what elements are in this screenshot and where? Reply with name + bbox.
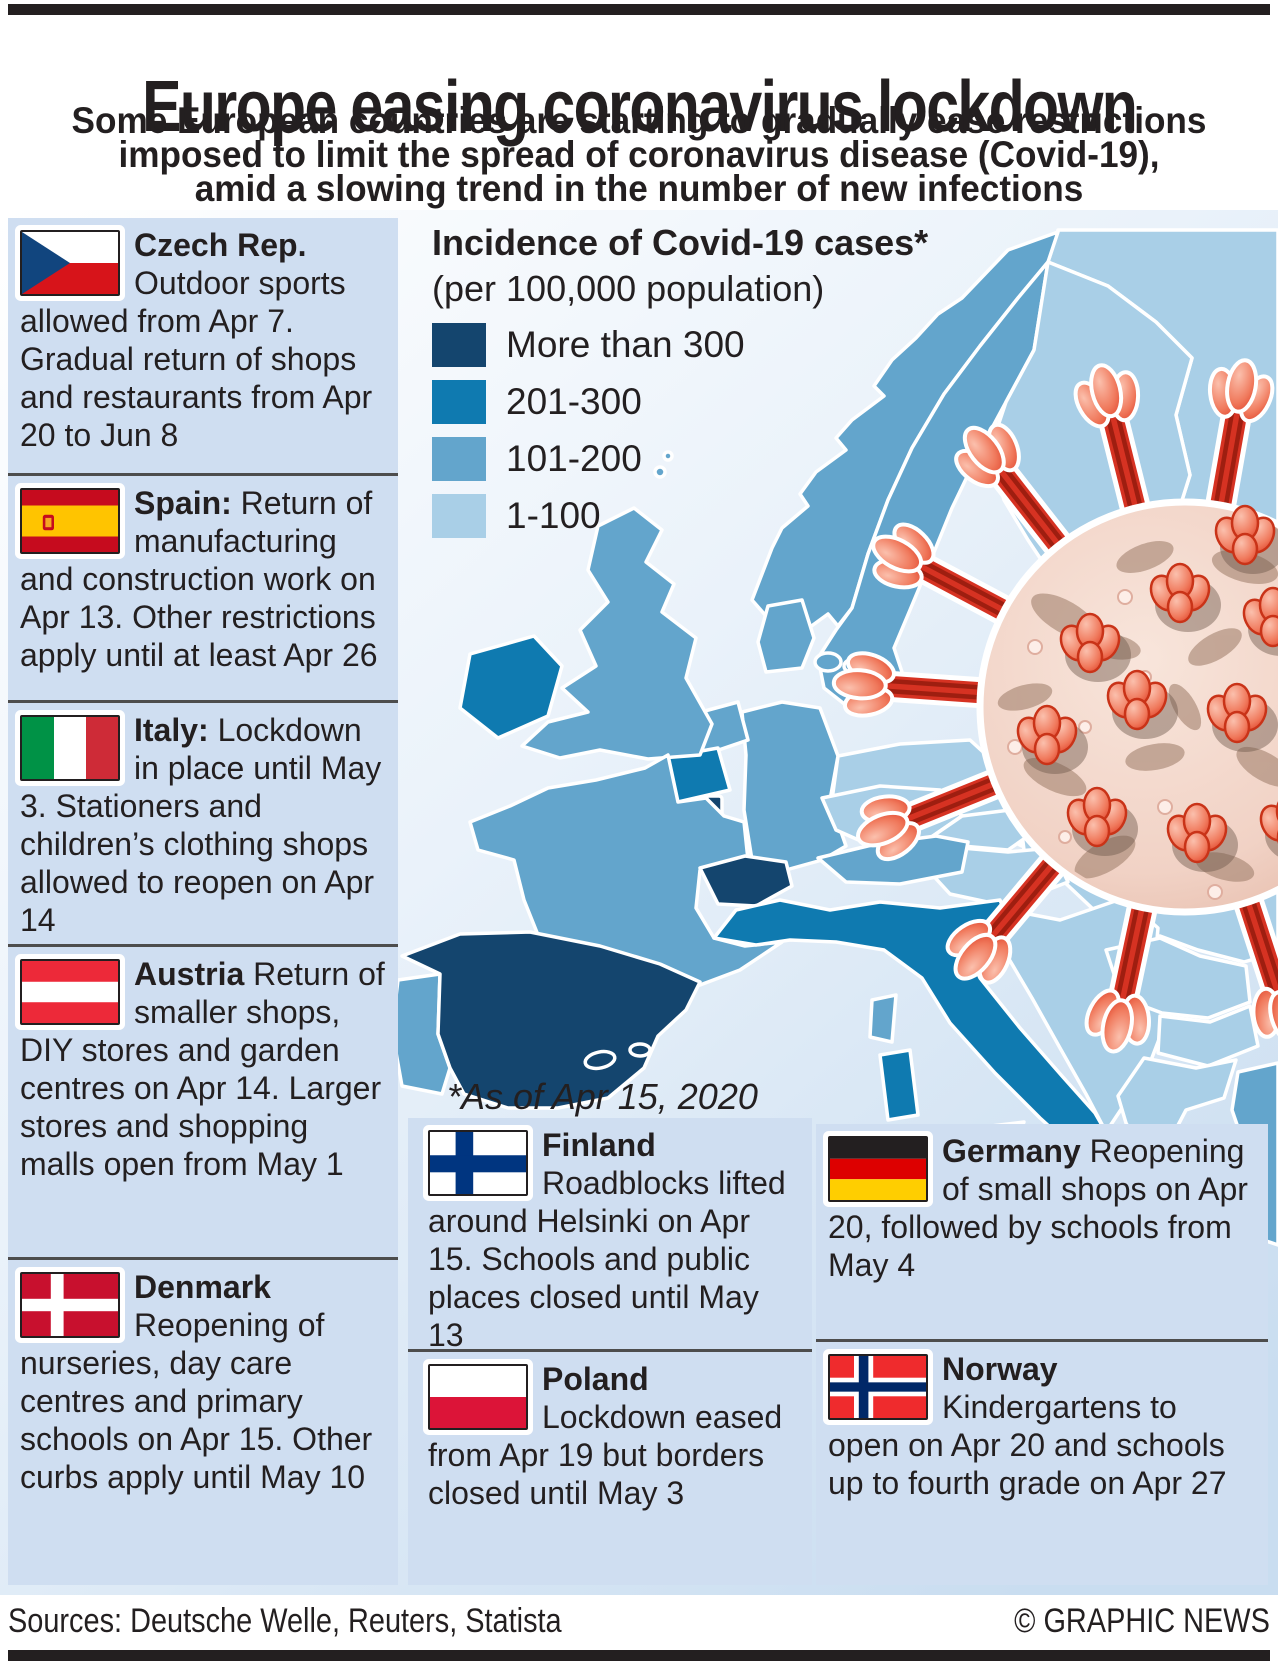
- legend-item: 201-300: [432, 380, 952, 424]
- legend-swatch-more-than-300: [432, 323, 486, 367]
- entry-denmark: Denmark Reopening of nurseries, day care…: [8, 1260, 398, 1585]
- legend-item: 1-100: [432, 494, 952, 538]
- coronavirus-illustration: [831, 354, 1278, 1059]
- subtitle-line: imposed to limit the spread of coronavir…: [118, 134, 1160, 175]
- denmark-islands: [813, 651, 843, 673]
- legend-swatch-201-300: [432, 380, 486, 424]
- country-denmark: [756, 598, 816, 674]
- entry-text: Return of manufacturing and construction…: [20, 485, 378, 673]
- mid-country-panel: Finland Roadblocks lifted around Helsink…: [408, 1118, 812, 1585]
- legend-title: Incidence of Covid-19 cases*: [432, 222, 929, 263]
- italy-flag-icon: [20, 715, 120, 781]
- entry-country: Italy:: [134, 712, 209, 748]
- legend-item: More than 300: [432, 323, 952, 367]
- entry-text: Lockdown eased from Apr 19 but borders c…: [428, 1399, 783, 1511]
- shetland-islands: [653, 465, 667, 479]
- entry-country: Denmark: [134, 1269, 271, 1305]
- entry-text: Outdoor sports allowed from Apr 7. Gradu…: [20, 265, 373, 453]
- country-bulgaria: [1156, 1004, 1260, 1068]
- entry-country: Finland: [542, 1127, 656, 1163]
- island-corsica: [868, 993, 898, 1044]
- poland-flag-icon: [428, 1364, 528, 1430]
- credit-line: © GRAPHIC NEWS: [1014, 1602, 1270, 1640]
- entry-text: Lockdown in place until May 3. Stationer…: [20, 712, 382, 938]
- bottom-rule: [8, 1650, 1270, 1661]
- sources-line: Sources: Deutsche Welle, Reuters, Statis…: [8, 1602, 562, 1640]
- czech-flag-icon: [20, 230, 120, 296]
- entry-text: Return of smaller shops, DIY stores and …: [20, 956, 385, 1182]
- austria-flag-icon: [20, 959, 120, 1025]
- entry-country: Norway: [942, 1351, 1058, 1387]
- country-switzerland: [698, 854, 794, 908]
- legend-subtitle: (per 100,000 population): [432, 268, 825, 309]
- subtitle-line: Some European countries are starting to …: [71, 100, 1207, 141]
- subtitle-line: amid a slowing trend in the number of ne…: [194, 168, 1084, 209]
- entry-italy: Italy: Lockdown in place until May 3. St…: [8, 703, 398, 947]
- page-subtitle: Some European countries are starting to …: [0, 100, 1278, 209]
- entry-poland: Poland Lockdown eased from Apr 19 but bo…: [408, 1352, 812, 1585]
- left-country-panel: Czech Rep. Outdoor sports allowed from A…: [8, 218, 398, 1585]
- legend-item: 101-200: [432, 437, 952, 481]
- finland-flag-icon: [428, 1130, 528, 1196]
- entry-finland: Finland Roadblocks lifted around Helsink…: [408, 1118, 812, 1352]
- entry-norway: Norway Kindergartens to open on Apr 20 a…: [816, 1342, 1268, 1585]
- entry-country: Poland: [542, 1361, 649, 1397]
- norway-flag-icon: [828, 1354, 928, 1420]
- top-rule: [8, 4, 1270, 15]
- entry-text: Roadblocks lifted around Helsinki on Apr…: [428, 1165, 786, 1352]
- entry-country: Czech Rep.: [134, 227, 307, 263]
- balearic-islands: [583, 1049, 617, 1071]
- country-sweden: [816, 260, 1050, 712]
- entry-text: Kindergartens to open on Apr 20 and scho…: [828, 1389, 1227, 1501]
- country-ireland: [458, 634, 564, 740]
- entry-text: Reopening of small shops on Apr 20, foll…: [828, 1133, 1248, 1283]
- entry-germany: Germany Reopening of small shops on Apr …: [816, 1124, 1268, 1342]
- page-title: Europe easing coronavirus lockdown: [141, 67, 1138, 148]
- legend-label: 1-100: [506, 495, 601, 536]
- entry-austria: Austria Return of smaller shops, DIY sto…: [8, 947, 398, 1260]
- country-spain: [400, 930, 702, 1110]
- entry-czech: Czech Rep. Outdoor sports allowed from A…: [8, 218, 398, 476]
- island-sardinia: [878, 1048, 920, 1122]
- entry-country: Spain:: [134, 485, 232, 521]
- legend-label: More than 300: [506, 324, 745, 365]
- legend-label: 201-300: [506, 381, 642, 422]
- legend-swatch-101-200: [432, 437, 486, 481]
- asof-note: *As of Apr 15, 2020: [447, 1076, 758, 1117]
- legend-label: 101-200: [506, 438, 642, 479]
- entry-country: Austria: [134, 956, 245, 992]
- map-legend: Incidence of Covid-19 cases* (per 100,00…: [432, 222, 952, 538]
- spain-flag-icon: [20, 488, 120, 554]
- legend-swatch-1-100: [432, 494, 486, 538]
- right-country-panel: Germany Reopening of small shops on Apr …: [816, 1124, 1268, 1585]
- entry-text: Reopening of nurseries, day care centres…: [20, 1307, 373, 1495]
- entry-spain: Spain: Return of manufacturing and const…: [8, 476, 398, 703]
- germany-flag-icon: [828, 1136, 928, 1202]
- country-uk: [520, 506, 714, 761]
- denmark-flag-icon: [20, 1272, 120, 1338]
- entry-country: Germany: [942, 1133, 1081, 1169]
